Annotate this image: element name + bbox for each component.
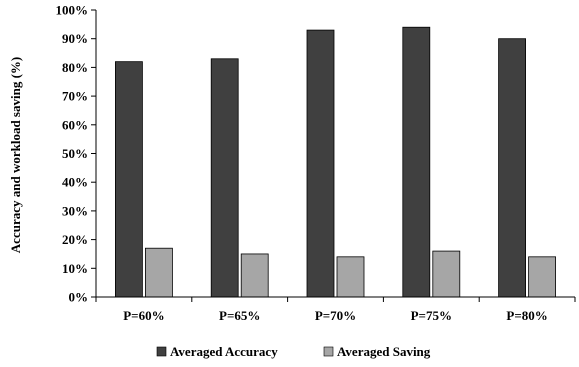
legend: Averaged Accuracy Averaged Saving	[156, 344, 431, 359]
y-axis-title: Accuracy and workload saving (%)	[8, 57, 23, 253]
y-tick-label: 60%	[62, 117, 88, 132]
x-tick-label: P=80%	[506, 308, 547, 323]
y-axis-label: Accuracy and workload saving (%)	[8, 57, 23, 253]
bar-accuracy	[402, 26, 431, 298]
bar-saving	[336, 256, 365, 298]
legend-swatch-accuracy	[156, 346, 167, 357]
y-tick-label: 80%	[62, 60, 88, 75]
bar-accuracy	[210, 58, 239, 298]
y-tick-label: 10%	[62, 261, 88, 276]
y-tick-label: 40%	[62, 175, 88, 190]
bar-saving	[144, 247, 173, 298]
y-tick-label: 20%	[62, 232, 88, 247]
y-axis-ticks: 0% 10% 20% 30% 40% 50% 60% 70% 80% 90% 100%	[56, 3, 96, 305]
x-tick-label: P=75%	[411, 308, 452, 323]
bar-accuracy	[115, 61, 143, 298]
x-axis-labels: P=60% P=65% P=70% P=75% P=80%	[123, 308, 548, 323]
y-tick-label: 50%	[62, 146, 88, 161]
bars	[115, 26, 556, 298]
legend-label-saving: Averaged Saving	[337, 344, 431, 359]
bar-saving	[240, 253, 269, 298]
bar-saving	[528, 256, 556, 298]
y-tick-label: 90%	[62, 31, 88, 46]
legend-label-accuracy: Averaged Accuracy	[170, 344, 278, 359]
bar-saving	[432, 250, 461, 298]
x-tick-label: P=65%	[219, 308, 260, 323]
x-tick-label: P=60%	[123, 308, 164, 323]
y-tick-label: 0%	[69, 290, 89, 305]
y-tick-label: 70%	[62, 89, 88, 104]
x-tick-label: P=70%	[315, 308, 356, 323]
axes	[95, 10, 576, 302]
bar-accuracy	[306, 29, 335, 298]
legend-swatch-saving	[323, 346, 334, 357]
bar-accuracy	[498, 38, 527, 298]
y-tick-label: 100%	[56, 3, 89, 18]
y-tick-label: 30%	[62, 203, 88, 218]
